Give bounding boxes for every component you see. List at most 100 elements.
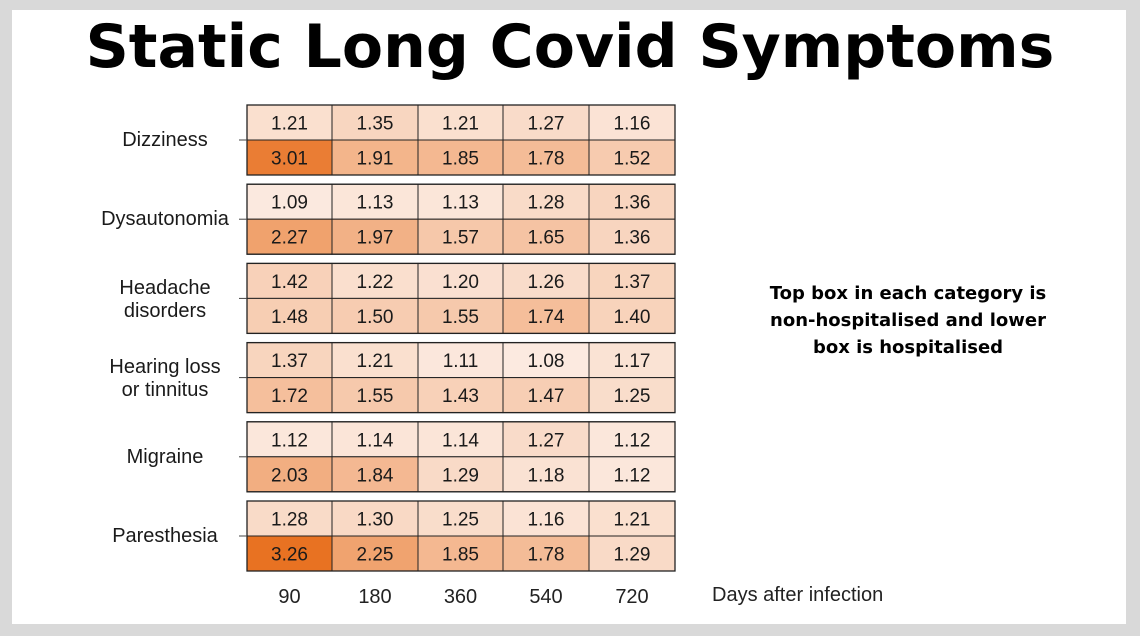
cell-value: 1.21	[271, 114, 308, 135]
heatmap-cell	[417, 218, 504, 255]
heatmap-cell	[417, 342, 504, 379]
cell-value: 1.36	[614, 228, 651, 249]
cell-value: 1.78	[528, 545, 565, 566]
heatmap-cell	[331, 421, 419, 458]
cell-value: 1.55	[357, 386, 394, 407]
heatmap-cell	[417, 500, 504, 537]
cell-value: 1.08	[528, 351, 565, 372]
cell-value: 1.11	[443, 351, 479, 372]
cell-value: 1.35	[357, 114, 394, 135]
heatmap-cell	[588, 421, 676, 458]
category-label: Dysautonomia	[101, 208, 230, 230]
x-tick-label: 180	[358, 586, 391, 608]
cell-value: 1.74	[528, 307, 565, 328]
category-label: Migraine	[127, 446, 204, 468]
heatmap-cell	[502, 456, 590, 493]
cell-value: 1.21	[357, 351, 394, 372]
cell-value: 1.12	[614, 430, 651, 451]
cell-value: 1.18	[528, 465, 565, 486]
heatmap-cell	[331, 377, 419, 414]
cell-value: 1.28	[271, 510, 308, 531]
heatmap-cell	[246, 535, 333, 572]
cell-value: 1.12	[271, 430, 308, 451]
cell-value: 1.14	[357, 430, 394, 451]
heatmap-cell	[246, 342, 333, 379]
cell-value: 2.27	[271, 228, 308, 249]
cell-value: 1.57	[442, 228, 479, 249]
cell-value: 1.65	[528, 228, 565, 249]
cell-value: 1.21	[614, 510, 651, 531]
x-tick-label: 720	[615, 586, 648, 608]
heatmap-cell	[246, 377, 333, 414]
cell-value: 1.55	[442, 307, 479, 328]
heatmap-cell	[331, 183, 419, 220]
heatmap-cell	[502, 218, 590, 255]
cell-value: 1.26	[528, 272, 565, 293]
cell-value: 1.22	[357, 272, 394, 293]
cell-value: 1.29	[614, 545, 651, 566]
cell-value: 1.13	[357, 193, 394, 214]
cell-value: 3.01	[271, 149, 308, 170]
cell-value: 1.85	[442, 149, 479, 170]
legend-note: Top box in each category is non-hospital…	[769, 283, 1047, 358]
heatmap-cell	[588, 377, 676, 414]
category-label: or tinnitus	[122, 379, 209, 401]
heatmap-cell	[588, 297, 676, 334]
cell-value: 1.72	[271, 386, 308, 407]
heatmap-cell	[588, 500, 676, 537]
cell-value: 1.40	[614, 307, 651, 328]
heatmap-cell	[246, 183, 333, 220]
cell-value: 2.25	[357, 545, 394, 566]
cell-value: 1.17	[614, 351, 651, 372]
cell-value: 2.03	[271, 465, 308, 486]
cell-value: 1.25	[442, 510, 479, 531]
heatmap-cell	[588, 218, 676, 255]
heatmap-cell	[331, 139, 419, 176]
cell-value: 1.48	[271, 307, 308, 328]
category-label: Headache	[119, 277, 210, 299]
cell-value: 1.16	[614, 114, 651, 135]
cell-value: 1.50	[357, 307, 394, 328]
heatmap-cell	[502, 342, 590, 379]
cell-value: 1.30	[357, 510, 394, 531]
x-tick-label: 540	[529, 586, 562, 608]
category-label: disorders	[124, 300, 206, 322]
x-tick-label: 90	[278, 586, 300, 608]
cell-value: 1.20	[442, 272, 479, 293]
cell-value: 3.26	[271, 545, 308, 566]
cell-value: 1.28	[528, 193, 565, 214]
cell-value: 1.27	[528, 114, 565, 135]
cell-value: 1.12	[614, 465, 651, 486]
cell-value: 1.16	[528, 510, 565, 531]
cell-value: 1.97	[357, 228, 394, 249]
category-label: Paresthesia	[112, 525, 218, 547]
cell-value: 1.29	[442, 465, 479, 486]
category-label: Dizziness	[122, 129, 208, 151]
heatmap-cell	[417, 535, 504, 572]
cell-value: 1.85	[442, 545, 479, 566]
heatmap-cell	[502, 262, 590, 299]
cell-value: 1.43	[442, 386, 479, 407]
heatmap-cell	[502, 297, 590, 334]
cell-value: 1.42	[271, 272, 308, 293]
heatmap-cell	[246, 139, 333, 176]
cell-value: 1.37	[614, 272, 651, 293]
cell-value: 1.13	[442, 193, 479, 214]
category-label: Hearing loss	[109, 356, 220, 378]
heatmap-cell	[502, 104, 590, 141]
cell-value: 1.47	[528, 386, 565, 407]
heatmap-cell	[588, 183, 676, 220]
cell-value: 1.84	[357, 465, 394, 486]
heatmap-cell	[417, 183, 504, 220]
heatmap-cell	[331, 104, 419, 141]
cell-value: 1.36	[614, 193, 651, 214]
cell-value: 1.25	[614, 386, 651, 407]
page-title: Static Long Covid Symptoms	[85, 12, 1055, 82]
cell-value: 1.21	[442, 114, 479, 135]
x-axis-label: Days after infection	[712, 584, 884, 606]
x-tick-label: 360	[444, 586, 477, 608]
cell-value: 1.78	[528, 149, 565, 170]
cell-value: 1.52	[614, 149, 651, 170]
cell-value: 1.09	[271, 193, 308, 214]
